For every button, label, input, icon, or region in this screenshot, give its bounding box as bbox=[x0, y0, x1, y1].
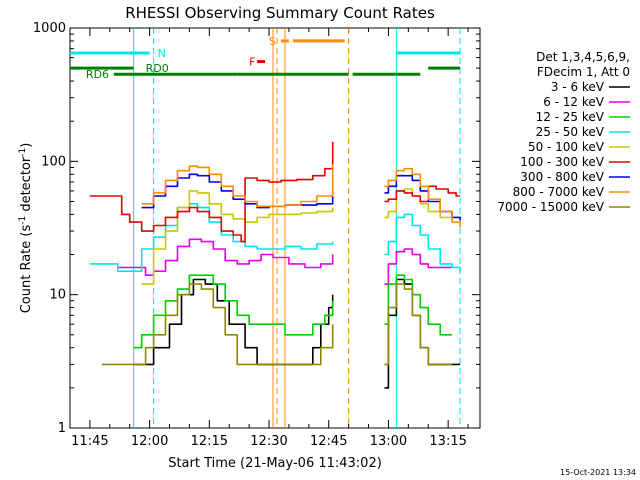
plot-area bbox=[69, 27, 481, 429]
y-tick-label: 1000 bbox=[33, 21, 66, 36]
series-line bbox=[117, 238, 453, 285]
series-line bbox=[101, 283, 453, 366]
series-line bbox=[89, 141, 461, 243]
legend-entry-label: 50 - 100 keV bbox=[528, 140, 605, 154]
y-axis-label: Count Rate (s-1 detector-1) bbox=[18, 143, 34, 314]
y-tick-label: 10 bbox=[49, 288, 66, 303]
x-tick-label: 11:45 bbox=[71, 434, 108, 449]
axes-ticks: 11:45 12:00 12:15 12:30 12:45 13:00 13:15 1 10 10… bbox=[33, 21, 480, 449]
legend-entry-label: 12 - 25 keV bbox=[536, 110, 605, 124]
x-tick-label: 12:15 bbox=[191, 434, 228, 449]
legend-header-line2: FDecim 1, Att 0 bbox=[537, 65, 630, 79]
legend-entry-label: 25 - 50 keV bbox=[536, 125, 605, 139]
legend-entry-label: 6 - 12 keV bbox=[543, 95, 605, 109]
flag-bar-label: RD0 bbox=[146, 62, 169, 75]
legend-entry-label: 100 - 300 keV bbox=[520, 155, 604, 169]
x-tick-label: 12:00 bbox=[131, 434, 168, 449]
x-tick-label: 13:15 bbox=[429, 434, 466, 449]
legend-entry-label: 7000 - 15000 keV bbox=[497, 200, 604, 214]
y-tick-label: 100 bbox=[41, 154, 66, 169]
legend-entry-label: 3 - 6 keV bbox=[551, 80, 605, 94]
chart-title: RHESSI Observing Summary Count Rates bbox=[125, 4, 435, 22]
legend-entry-label: 800 - 7000 keV bbox=[513, 185, 605, 199]
series-line bbox=[141, 164, 461, 228]
flag-bar-label: S bbox=[269, 35, 276, 48]
x-axis-label: Start Time (21-May-06 11:43:02) bbox=[168, 456, 382, 471]
flag-bar-label: RD6 bbox=[86, 68, 109, 81]
x-tick-label: 12:45 bbox=[310, 434, 347, 449]
footer-timestamp: 15-Oct-2021 13:34 bbox=[560, 468, 636, 477]
x-tick-label: 12:30 bbox=[250, 434, 287, 449]
flag-bars: N RD0 RD6 F S bbox=[70, 35, 461, 81]
x-tick-label: 13:00 bbox=[370, 434, 407, 449]
legend: Det 1,3,4,5,6,9, FDecim 1, Att 0 3 - 6 k… bbox=[497, 50, 630, 214]
flag-bar-label: F bbox=[249, 56, 255, 69]
legend-entry-label: 300 - 800 keV bbox=[520, 170, 604, 184]
y-tick-label: 1 bbox=[58, 421, 66, 436]
flag-bar-label: N bbox=[158, 47, 166, 60]
series-lines bbox=[89, 141, 461, 389]
legend-header-line1: Det 1,3,4,5,6,9, bbox=[536, 50, 630, 64]
